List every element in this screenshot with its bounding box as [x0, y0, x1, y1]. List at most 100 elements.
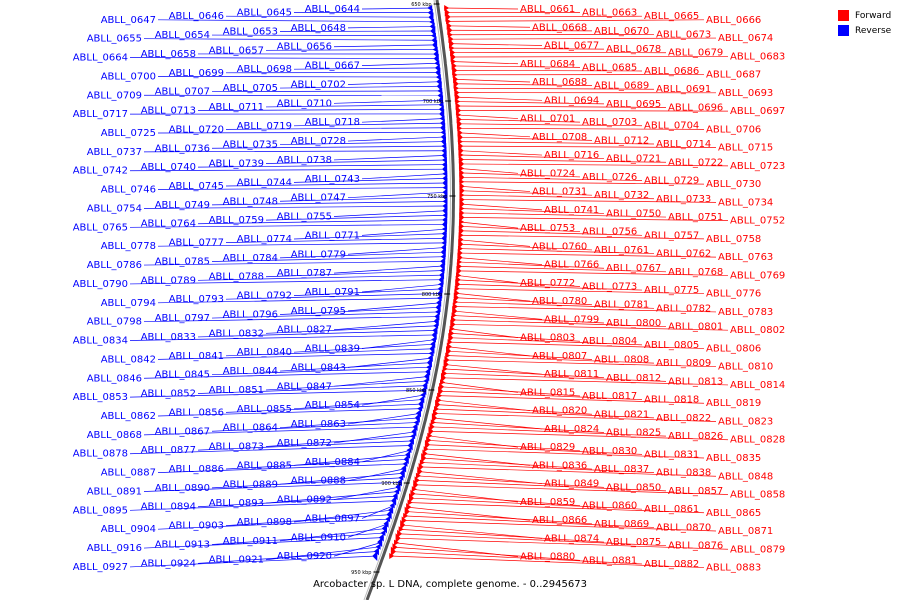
gene-connector [451, 61, 519, 65]
reverse-gene-arrow [394, 488, 400, 495]
forward-gene-label: ABLL_0874 [544, 533, 599, 544]
forward-gene-label: ABLL_0865 [706, 508, 761, 519]
reverse-gene-label: ABLL_0785 [155, 256, 210, 267]
forward-gene-label: ABLL_0823 [718, 416, 773, 427]
forward-gene-label: ABLL_0697 [730, 106, 785, 117]
forward-gene-arrow [438, 386, 444, 397]
gene-connector [455, 105, 667, 108]
forward-gene-label: ABLL_0830 [582, 446, 637, 457]
gene-connector [455, 283, 643, 291]
gene-connector [447, 341, 705, 349]
gene-connector [279, 141, 447, 146]
gene-connector [347, 136, 446, 142]
gene-connector [455, 279, 581, 287]
scale-tick-label: 800 kbp [422, 292, 442, 298]
reverse-gene-label: ABLL_0646 [169, 11, 224, 22]
gene-connector [157, 518, 391, 530]
gene-connector [395, 537, 729, 550]
forward-gene-arrow [452, 305, 458, 316]
reverse-gene-label: ABLL_0904 [101, 524, 156, 535]
gene-connector [446, 346, 531, 357]
forward-gene-label: ABLL_0811 [544, 369, 599, 380]
reverse-gene-label: ABLL_0719 [237, 121, 292, 132]
gene-connector [225, 127, 446, 130]
reverse-gene-arrow [438, 101, 444, 108]
reverse-gene-arrow [408, 436, 414, 445]
gene-connector [458, 230, 643, 236]
gene-connector [211, 477, 404, 489]
forward-gene-label: ABLL_0870 [656, 522, 711, 533]
gene-connector [459, 217, 729, 221]
gene-connector [129, 389, 427, 398]
forward-gene-label: ABLL_0800 [606, 318, 661, 329]
forward-gene-label: ABLL_0782 [656, 303, 711, 314]
forward-gene-label: ABLL_0768 [668, 267, 723, 278]
gene-connector [211, 532, 386, 545]
forward-gene-label: ABLL_0776 [706, 289, 761, 300]
reverse-gene-label: ABLL_0792 [237, 291, 292, 302]
forward-gene-arrow [427, 432, 433, 439]
reverse-gene-label: ABLL_0892 [277, 495, 332, 506]
forward-gene-arrow [437, 392, 443, 399]
gene-connector [450, 319, 667, 327]
gene-connector [265, 159, 447, 164]
gene-connector [459, 194, 655, 200]
reverse-gene-label: ABLL_0699 [169, 68, 224, 79]
forward-gene-arrow [440, 372, 446, 383]
gene-connector [197, 164, 447, 168]
gene-connector [448, 37, 717, 40]
reverse-gene-label: ABLL_0748 [223, 196, 278, 207]
gene-connector [408, 497, 643, 510]
reverse-gene-label: ABLL_0711 [209, 102, 264, 113]
reverse-gene-label: ABLL_0746 [101, 185, 156, 196]
forward-gene-label: ABLL_0724 [520, 168, 575, 179]
scale-tick-label: 650 kbp [411, 2, 431, 8]
reverse-gene-arrow [432, 39, 438, 50]
forward-gene-label: ABLL_0689 [594, 81, 649, 92]
reverse-gene-label: ABLL_0833 [141, 332, 196, 343]
gene-connector [440, 377, 729, 386]
gene-connector [424, 444, 643, 455]
reverse-gene-label: ABLL_0862 [101, 411, 156, 422]
legend-item-reverse: Reverse [838, 23, 891, 38]
reverse-gene-label: ABLL_0855 [237, 404, 292, 415]
forward-gene-arrow [415, 472, 421, 479]
forward-gene-arrow [417, 466, 423, 477]
gene-connector [443, 364, 543, 375]
forward-gene-label: ABLL_0815 [520, 387, 575, 398]
gene-connector [293, 178, 448, 183]
reverse-gene-label: ABLL_0898 [237, 517, 292, 528]
forward-gene-arrow [397, 529, 403, 538]
gene-connector [447, 29, 593, 32]
gene-connector [157, 353, 434, 360]
reverse-gene-arrow [377, 537, 383, 548]
forward-gene-arrow [450, 319, 456, 330]
forward-gene-label: ABLL_0734 [718, 197, 773, 208]
gene-connector [457, 261, 605, 269]
gene-connector [456, 114, 519, 119]
forward-gene-label: ABLL_0810 [718, 362, 773, 373]
gene-connector [265, 270, 445, 278]
reverse-gene-label: ABLL_0737 [87, 147, 142, 158]
forward-gene-arrow [431, 412, 437, 423]
reverse-gene-label: ABLL_0702 [291, 79, 346, 90]
gene-connector [143, 371, 431, 379]
gene-connector [457, 136, 593, 141]
reverse-gene-label: ABLL_0886 [169, 464, 224, 475]
reverse-gene-arrow [407, 440, 413, 451]
reverse-gene-label: ABLL_0707 [155, 87, 210, 98]
gene-connector [293, 288, 443, 296]
gene-connector [157, 131, 446, 134]
forward-gene-label: ABLL_0673 [656, 29, 711, 40]
reverse-gene-arrow [395, 481, 401, 492]
forward-gene-arrow [390, 546, 396, 557]
gene-connector [435, 404, 593, 415]
gene-connector [454, 288, 705, 295]
reverse-gene-label: ABLL_0793 [169, 294, 224, 305]
forward-gene-label: ABLL_0685 [582, 62, 637, 73]
reverse-gene-label: ABLL_0796 [223, 309, 278, 320]
scale-tick-layer: 650 kbp 700 kbp 750 kbp 800 kbp 850 kbp 900 k… [351, 2, 456, 576]
reverse-gene-label: ABLL_0742 [73, 166, 128, 177]
forward-gene-arrow [403, 512, 409, 519]
